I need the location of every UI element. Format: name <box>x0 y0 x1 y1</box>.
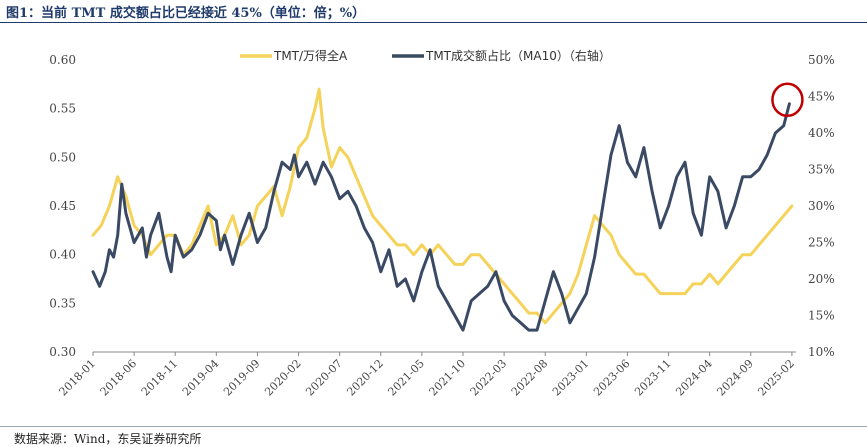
right-tick-label: 40% <box>808 126 835 140</box>
figure-source: 数据来源：Wind，东吴证券研究所 <box>14 432 202 446</box>
x-tick-label: 2023-01 <box>550 357 592 399</box>
left-tick-label: 0.35 <box>49 296 76 310</box>
source-rule <box>0 426 867 427</box>
left-tick-label: 0.50 <box>49 150 76 164</box>
right-tick-label: 10% <box>808 345 835 359</box>
left-tick-label: 0.45 <box>49 199 76 213</box>
series-line-ma10 <box>91 102 791 332</box>
x-tick-label: 2019-09 <box>221 357 263 399</box>
x-tick-label: 2023-06 <box>591 357 633 399</box>
x-tick-label: 2025-02 <box>755 357 797 399</box>
x-tick-label: 2018-11 <box>139 357 181 399</box>
x-axis-ticks: 2018-01 2018-06 2018-11 2019-04 2019-09 2020-… <box>57 352 797 398</box>
right-tick-label: 20% <box>808 272 835 286</box>
right-tick-label: 45% <box>808 90 835 104</box>
legend-label-ma10: TMT成交额占比（MA10）（右轴） <box>425 48 611 63</box>
right-tick-label: 15% <box>808 309 835 323</box>
left-tick-label: 0.40 <box>49 248 76 262</box>
legend: TMT/万得全A TMT成交额占比（MA10）（右轴） <box>240 48 611 63</box>
title-rule <box>0 22 867 23</box>
x-tick-label: 2022-08 <box>509 357 551 399</box>
legend-label-tmt-ratio: TMT/万得全A <box>273 48 348 63</box>
right-tick-label: 50% <box>808 53 835 67</box>
x-tick-label: 2020-02 <box>262 357 304 399</box>
series-group <box>91 87 794 332</box>
x-tick-label: 2018-01 <box>57 357 99 399</box>
x-tick-label: 2018-06 <box>98 357 140 399</box>
right-tick-label: 30% <box>808 199 835 213</box>
left-tick-label: 0.60 <box>49 53 76 67</box>
left-axis-ticks: 0.60 0.55 0.50 0.45 0.40 0.35 0.30 <box>49 53 76 359</box>
x-tick-label: 2021-05 <box>385 357 427 399</box>
x-tick-label: 2020-07 <box>303 357 345 399</box>
x-tick-label: 2023-11 <box>632 357 674 399</box>
x-tick-label: 2024-04 <box>673 357 715 399</box>
x-tick-label: 2021-10 <box>427 357 469 399</box>
right-tick-label: 25% <box>808 236 835 250</box>
series-line-tmt-ratio <box>91 87 794 325</box>
x-tick-label: 2019-04 <box>180 357 222 399</box>
x-tick-label: 2022-03 <box>468 357 510 399</box>
right-axis-ticks: 50% 45% 40% 35% 30% 25% 20% 15% 10% <box>808 53 835 359</box>
right-tick-label: 35% <box>808 163 835 177</box>
figure-title: 图1：当前 TMT 成交额占比已经接近 45%（单位：倍；%） <box>6 6 366 21</box>
left-tick-label: 0.30 <box>49 345 76 359</box>
left-tick-label: 0.55 <box>49 102 76 116</box>
x-tick-label: 2020-12 <box>344 357 386 399</box>
highlight-circle <box>771 82 804 118</box>
x-tick-label: 2024-09 <box>714 357 756 399</box>
